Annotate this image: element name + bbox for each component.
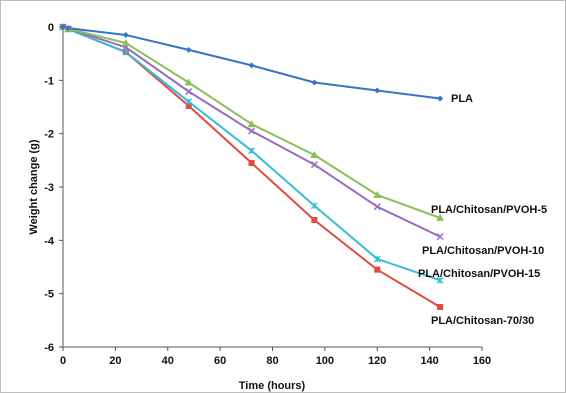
x-tick-label: 60	[214, 355, 226, 367]
x-tick-label: 100	[316, 355, 334, 367]
x-axis-title: Time (hours)	[239, 380, 306, 392]
y-tick-label: -3	[44, 182, 54, 194]
data-point-pla-chitosan-pvoh-5	[310, 151, 319, 158]
data-point-pla-chitosan-pvoh-15	[436, 276, 444, 284]
data-point-pla	[248, 62, 255, 69]
x-tick-label: 140	[420, 355, 438, 367]
x-tick-label: 120	[368, 355, 386, 367]
data-point-pla	[122, 32, 129, 38]
data-point-pla	[185, 46, 192, 53]
series-lines	[62, 26, 441, 308]
data-point-pla	[311, 79, 318, 86]
data-point-pla-chitosan-pvoh-10	[436, 233, 444, 241]
data-point-pla-chitosan-pvoh-10	[310, 161, 318, 169]
series-label-pla-chitosan-pvoh-15: PLA/Chitosan/PVOH-15	[418, 268, 540, 280]
series-line-pla-chitosan-70-30	[62, 26, 441, 308]
x-tick-label: 40	[162, 355, 174, 367]
tick-labels: 0 -1 -2 -3 -4 -5 -6 0 20 40 60 80 100 120 140 160	[44, 22, 491, 367]
data-point-pla	[65, 25, 72, 32]
series-line-pla-chitosan-pvoh-15	[62, 26, 441, 282]
data-point-pla-chitosan-70-30	[248, 160, 255, 166]
y-tick-label: -6	[44, 342, 54, 354]
series-markers	[59, 23, 445, 310]
data-point-pla-chitosan-70-30	[311, 217, 318, 224]
data-point-pla-chitosan-pvoh-5	[121, 39, 130, 46]
x-tick-label: 80	[266, 355, 278, 367]
data-point-pla-chitosan-pvoh-15	[185, 98, 193, 106]
data-point-pla-chitosan-pvoh-5	[436, 213, 445, 221]
series-label-pla-chitosan-70-30: PLA/Chitosan-70/30	[431, 315, 534, 327]
series-line-pla-chitosan-pvoh-5	[62, 26, 441, 219]
data-point-pla-chitosan-pvoh-10	[248, 127, 256, 135]
data-point-pla-chitosan-pvoh-10	[185, 88, 193, 96]
data-point-pla-chitosan-70-30	[374, 266, 381, 273]
data-point-pla-chitosan-pvoh-5	[247, 120, 256, 128]
series-labels: PLA PLA/Chitosan/PVOH-5 PLA/Chitosan/PVOH-…	[418, 93, 547, 327]
data-point-pla-chitosan-pvoh-15	[373, 255, 381, 263]
data-point-pla	[437, 95, 444, 102]
y-tick-label: -5	[44, 289, 54, 301]
x-tick-label: 160	[473, 355, 491, 367]
y-tick-label: -2	[44, 129, 54, 141]
data-point-pla-chitosan-pvoh-15	[248, 147, 256, 155]
data-point-pla	[60, 24, 66, 30]
series-line-pla	[62, 26, 441, 100]
data-point-pla-chitosan-pvoh-15	[310, 202, 318, 210]
x-tick-label: 0	[60, 355, 66, 367]
data-point-pla-chitosan-70-30	[437, 304, 444, 310]
x-tick-label: 20	[109, 355, 121, 367]
series-label-pla-chitosan-pvoh-5: PLA/Chitosan/PVOH-5	[431, 204, 547, 216]
data-point-pla-chitosan-pvoh-5	[373, 191, 382, 198]
data-point-pla-chitosan-pvoh-5	[184, 78, 193, 86]
data-point-pla	[374, 87, 381, 94]
axes	[59, 25, 483, 351]
y-tick-label: -4	[44, 235, 55, 247]
data-point-pla-chitosan-70-30	[185, 102, 192, 109]
series-label-pla: PLA	[451, 93, 473, 105]
y-tick-label: 0	[48, 22, 54, 34]
y-tick-label: -1	[44, 75, 54, 87]
series-label-pla-chitosan-pvoh-10: PLA/Chitosan/PVOH-10	[422, 245, 544, 257]
y-axis-title: Weight change (g)	[28, 139, 40, 234]
data-point-pla-chitosan-pvoh-10	[373, 203, 381, 211]
